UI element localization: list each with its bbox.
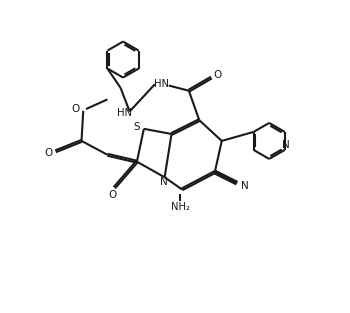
Text: N: N xyxy=(241,181,249,191)
Text: HN: HN xyxy=(154,79,169,89)
Text: S: S xyxy=(133,122,140,132)
Text: O: O xyxy=(214,70,222,80)
Text: O: O xyxy=(44,148,53,158)
Text: O: O xyxy=(108,190,117,200)
Text: NH₂: NH₂ xyxy=(171,203,190,213)
Text: O: O xyxy=(71,104,80,114)
Text: N: N xyxy=(282,140,289,150)
Text: N: N xyxy=(160,177,168,187)
Text: HN: HN xyxy=(117,108,132,118)
